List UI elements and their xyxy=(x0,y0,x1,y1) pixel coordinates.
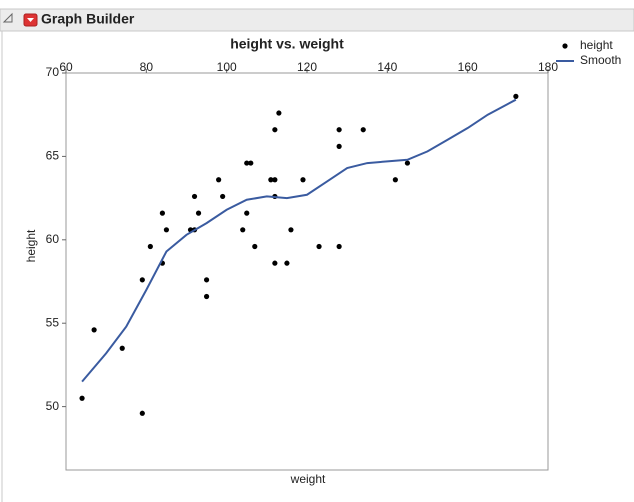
data-point xyxy=(216,177,222,183)
data-point xyxy=(316,243,322,250)
data-point xyxy=(276,110,282,116)
header-bar xyxy=(0,8,634,32)
x-tick-label: 140 xyxy=(377,60,397,74)
x-tick-label: 80 xyxy=(140,60,154,74)
disclosure-icon[interactable] xyxy=(2,12,13,23)
chart-title: height vs. weight xyxy=(230,36,344,52)
data-point xyxy=(392,177,398,183)
data-point xyxy=(119,345,125,351)
data-point xyxy=(139,277,145,283)
data-point xyxy=(244,160,250,166)
y-tick-label: 65 xyxy=(46,149,60,163)
window-title: Graph Builder xyxy=(41,11,135,27)
data-point xyxy=(195,210,202,216)
data-point xyxy=(203,293,210,300)
legend-label: Smooth xyxy=(580,53,621,67)
data-point xyxy=(203,277,210,283)
data-point xyxy=(360,127,366,133)
x-tick-label: 180 xyxy=(538,60,558,74)
data-point xyxy=(91,327,97,333)
menu-arrow xyxy=(27,18,34,22)
y-tick-label: 60 xyxy=(46,232,60,246)
data-point xyxy=(244,210,250,216)
data-point xyxy=(248,160,254,166)
smooth-line xyxy=(81,98,517,383)
y-tick-label: 70 xyxy=(46,65,60,79)
data-point xyxy=(139,410,145,416)
y-tick-label: 50 xyxy=(46,399,60,413)
data-point xyxy=(240,227,246,233)
data-point xyxy=(300,177,306,183)
data-point xyxy=(336,243,342,250)
data-point xyxy=(159,210,165,216)
y-axis-label: height xyxy=(24,229,38,262)
x-tick-label: 120 xyxy=(297,60,317,74)
y-tick-label: 55 xyxy=(46,315,60,329)
data-point xyxy=(336,127,342,133)
data-point xyxy=(272,177,278,183)
data-point xyxy=(191,193,198,200)
x-axis-label: weight xyxy=(290,472,326,486)
data-point xyxy=(147,243,153,250)
data-point xyxy=(288,227,294,233)
data-point xyxy=(252,243,258,250)
data-point xyxy=(284,260,290,266)
data-point xyxy=(404,160,411,166)
data-point xyxy=(272,127,278,133)
x-tick-label: 60 xyxy=(59,60,73,74)
data-point xyxy=(272,260,278,266)
data-point xyxy=(513,93,519,99)
plot-frame xyxy=(65,72,549,471)
data-point xyxy=(220,193,226,200)
data-point xyxy=(268,177,274,183)
data-point xyxy=(163,227,170,233)
x-tick-label: 100 xyxy=(217,60,237,74)
legend-label: height xyxy=(580,38,613,52)
data-point xyxy=(336,143,342,149)
legend-swatch xyxy=(562,43,568,49)
data-point xyxy=(79,395,85,401)
x-tick-label: 160 xyxy=(458,60,478,74)
